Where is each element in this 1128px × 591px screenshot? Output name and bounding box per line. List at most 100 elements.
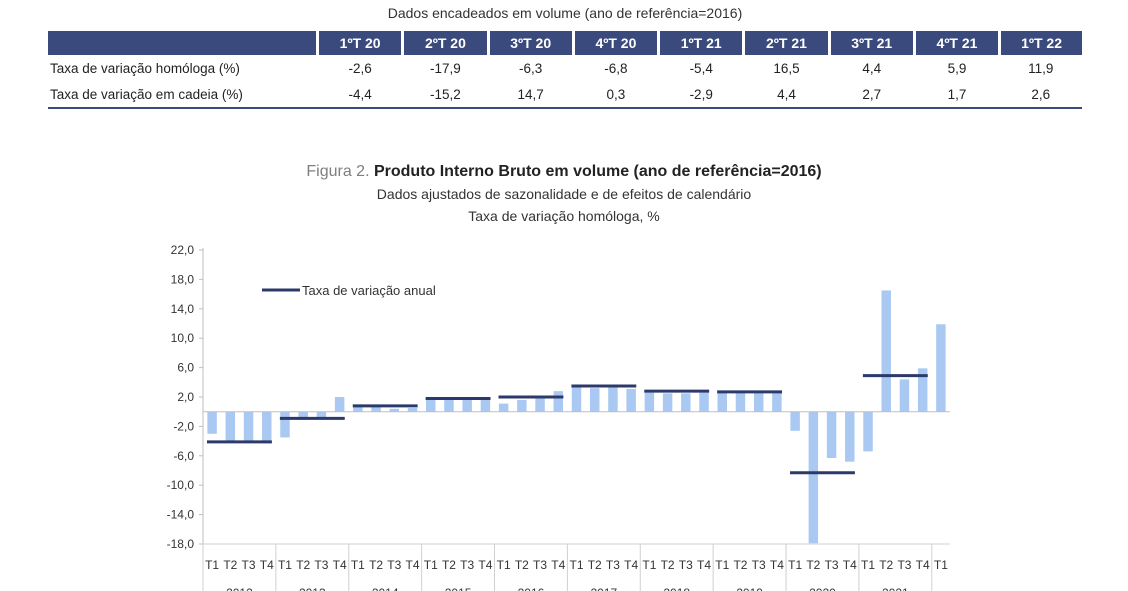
bar bbox=[553, 391, 564, 412]
table-cell: -2,9 bbox=[658, 81, 744, 109]
bar bbox=[735, 392, 746, 412]
bar bbox=[790, 411, 800, 431]
bar bbox=[535, 395, 545, 412]
quarter-label: T4 bbox=[770, 558, 784, 572]
year-label: 2019 bbox=[736, 586, 763, 591]
quarter-label: T2 bbox=[515, 558, 529, 572]
y-tick-label: -6,0 bbox=[173, 449, 194, 463]
bar bbox=[753, 392, 764, 412]
quarter-label: T1 bbox=[278, 558, 292, 572]
y-tick-label: 22,0 bbox=[171, 243, 195, 257]
quarter-label: T4 bbox=[551, 558, 565, 572]
y-tick-label: 2,0 bbox=[177, 390, 194, 404]
table-cell: 11,9 bbox=[1028, 60, 1054, 76]
table-caption: Dados encadeados em volume (ano de refer… bbox=[387, 5, 743, 21]
table-cell: -17,9 bbox=[430, 60, 461, 76]
col-header: 4ºT 20 bbox=[571, 31, 659, 55]
quarter-label: T4 bbox=[333, 558, 347, 572]
table-row: Taxa de variação em cadeia (%) -4,4 -15,… bbox=[48, 81, 1082, 109]
quarter-label: T2 bbox=[442, 558, 456, 572]
bar bbox=[662, 393, 673, 412]
quarter-label: T2 bbox=[369, 558, 383, 572]
y-tick-label: 14,0 bbox=[171, 302, 195, 316]
col-header: 3ºT 21 bbox=[827, 31, 915, 55]
quarter-label: T4 bbox=[406, 558, 420, 572]
bar bbox=[426, 398, 436, 412]
table-cell: 1,7 bbox=[914, 81, 1000, 109]
quarter-label: T2 bbox=[223, 558, 237, 572]
table-cell: 2,7 bbox=[829, 81, 915, 109]
table-cell: -4,4 bbox=[317, 81, 403, 109]
quarter-label: T3 bbox=[606, 558, 620, 572]
table-cell: -6,8 bbox=[604, 60, 628, 76]
bar bbox=[644, 392, 655, 412]
quarter-label: T4 bbox=[697, 558, 711, 572]
quarter-label: T3 bbox=[752, 558, 766, 572]
bar bbox=[571, 386, 582, 412]
figure-subtitle-1: Dados ajustados de sazonalidade e de efe… bbox=[376, 186, 752, 202]
y-tick-label: 10,0 bbox=[171, 331, 195, 345]
bar bbox=[444, 399, 454, 412]
col-header: 2ºT 20 bbox=[401, 31, 489, 55]
col-header: 2ºT 21 bbox=[742, 31, 830, 55]
bar bbox=[863, 411, 873, 452]
bar bbox=[845, 411, 855, 462]
bar bbox=[462, 399, 472, 412]
bar bbox=[316, 411, 327, 419]
year-label: 2017 bbox=[590, 586, 617, 591]
bar bbox=[243, 411, 254, 442]
quarter-label: T1 bbox=[788, 558, 802, 572]
bar bbox=[389, 408, 400, 412]
table-row: Taxa de variação homóloga (%) -2,6 -17,9… bbox=[48, 55, 1082, 81]
y-tick-label: -18,0 bbox=[167, 537, 195, 551]
table-cell: 14,7 bbox=[488, 81, 574, 109]
year-label: 2014 bbox=[372, 586, 399, 591]
bar bbox=[826, 411, 837, 459]
quarter-label: T1 bbox=[351, 558, 365, 572]
year-label: 2018 bbox=[663, 586, 690, 591]
table-header-row: 1ºT 20 2ºT 20 3ºT 20 4ºT 20 1ºT 21 2ºT 2… bbox=[48, 31, 1082, 55]
year-label: 2013 bbox=[299, 586, 326, 591]
quarter-label: T1 bbox=[934, 558, 948, 572]
table-cell: 5,9 bbox=[947, 60, 967, 76]
y-tick-label: -2,0 bbox=[173, 419, 194, 433]
table-cell: -5,4 bbox=[689, 60, 713, 76]
figure-prefix: Figura 2. bbox=[306, 163, 370, 180]
bar bbox=[298, 411, 308, 420]
table-cell: 0,3 bbox=[573, 81, 659, 109]
y-tick-label: 6,0 bbox=[177, 361, 194, 375]
figure-title-text: Produto Interno Bruto em volume (ano de … bbox=[373, 163, 822, 180]
quarter-label: T3 bbox=[242, 558, 256, 572]
bar bbox=[608, 387, 618, 412]
bar bbox=[517, 399, 527, 412]
year-label: 2015 bbox=[445, 586, 472, 591]
quarter-label: T1 bbox=[497, 558, 511, 572]
bar bbox=[936, 324, 946, 412]
year-label: 2016 bbox=[518, 586, 545, 591]
quarter-label: T2 bbox=[588, 558, 602, 572]
quarter-label: T1 bbox=[424, 558, 438, 572]
table-cell: 4,4 bbox=[743, 81, 830, 109]
quarter-label: T3 bbox=[460, 558, 474, 572]
quarter-label: T3 bbox=[679, 558, 693, 572]
quarter-label: T4 bbox=[260, 558, 274, 572]
bar bbox=[899, 379, 910, 412]
bar bbox=[681, 393, 691, 412]
bar bbox=[917, 368, 928, 412]
quarter-label: T2 bbox=[806, 558, 820, 572]
bar bbox=[207, 411, 217, 434]
quarter-label: T3 bbox=[314, 558, 328, 572]
quarter-label: T3 bbox=[825, 558, 839, 572]
bar bbox=[353, 404, 363, 412]
y-tick-label: -10,0 bbox=[167, 478, 195, 492]
quarter-label: T4 bbox=[843, 558, 857, 572]
year-label: 2021 bbox=[882, 586, 909, 591]
y-tick-label: -14,0 bbox=[167, 508, 195, 522]
row-label: Taxa de variação em cadeia (%) bbox=[48, 81, 318, 109]
quarter-label: T2 bbox=[879, 558, 893, 572]
bar bbox=[371, 406, 381, 412]
quarter-label: T1 bbox=[642, 558, 656, 572]
quarter-label: T2 bbox=[296, 558, 310, 572]
quarter-label: T1 bbox=[715, 558, 729, 572]
col-header: 4ºT 21 bbox=[912, 31, 1000, 55]
